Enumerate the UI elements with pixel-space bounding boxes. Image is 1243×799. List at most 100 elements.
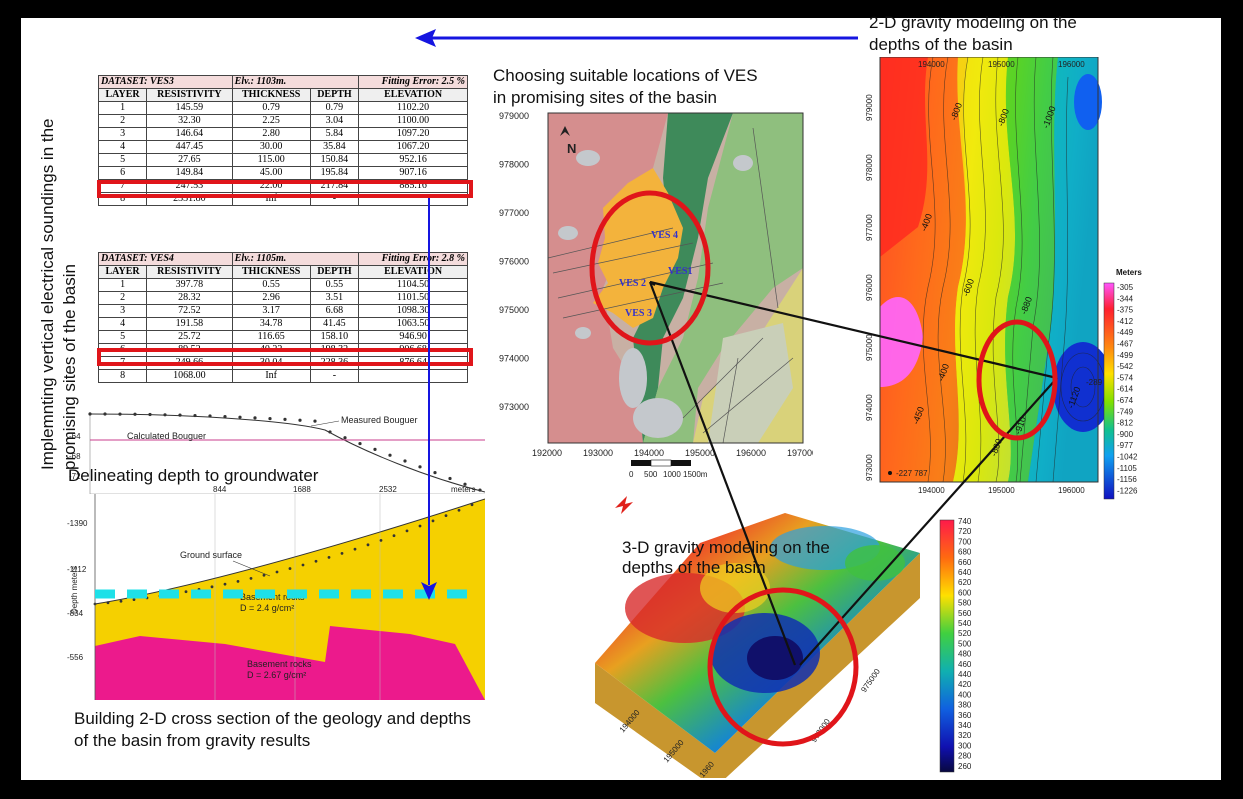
table-cell: 8 bbox=[97, 369, 148, 383]
station-point bbox=[431, 519, 435, 523]
legend-value: 740 bbox=[958, 517, 972, 526]
x-tick: 197000 bbox=[787, 448, 813, 458]
column-header: ELEVATION bbox=[358, 265, 468, 279]
legend-value: 620 bbox=[958, 578, 972, 587]
legend-value: 700 bbox=[958, 537, 972, 546]
measurement-point bbox=[343, 436, 347, 440]
ves4-highlight bbox=[97, 348, 473, 366]
column-header: DEPTH bbox=[309, 88, 360, 102]
measurement-point bbox=[313, 419, 317, 423]
table-cell: 2 bbox=[97, 291, 148, 305]
table-cell: 952.16 bbox=[358, 153, 468, 167]
legend-value: 580 bbox=[958, 599, 972, 608]
y-tick: 975000 bbox=[865, 334, 874, 361]
y-tick: 974000 bbox=[499, 354, 529, 364]
column-header: RESISTIVITY bbox=[146, 265, 233, 279]
legend-value: -574 bbox=[1117, 373, 1134, 382]
station-label: -227 787 bbox=[896, 469, 928, 478]
measured-bouguer-label: Measured Bouguer bbox=[341, 415, 418, 425]
legend-value: -812 bbox=[1117, 419, 1134, 428]
legend-value: -344 bbox=[1117, 294, 1134, 303]
basement-label: Basement rocks bbox=[247, 659, 312, 669]
y-tick: -1390 bbox=[67, 519, 88, 528]
legend-title: Meters bbox=[1116, 268, 1142, 277]
station-point bbox=[184, 590, 188, 594]
legend-value: 260 bbox=[958, 762, 972, 771]
north-label: N bbox=[567, 141, 576, 156]
basement-density-label: D = 2.67 g/cm² bbox=[247, 670, 306, 680]
depth-axis-label: Depth meters bbox=[70, 566, 79, 614]
measurement-point bbox=[373, 447, 377, 451]
station-point bbox=[418, 524, 422, 528]
legend-value: -1156 bbox=[1117, 475, 1137, 484]
axis-label: 975000 bbox=[859, 667, 882, 694]
table-cell: 2.96 bbox=[231, 291, 311, 305]
legend-value: -1226 bbox=[1117, 486, 1138, 495]
x-tick: 844 bbox=[213, 485, 227, 494]
legend-value: -614 bbox=[1117, 385, 1134, 394]
table-cell: 150.84 bbox=[309, 153, 360, 167]
legend-value: 600 bbox=[958, 588, 972, 597]
table-row: 2 28.32 2.96 3.51 1101.50 bbox=[97, 291, 468, 305]
legend-value: 320 bbox=[958, 731, 972, 740]
y-tick: 974000 bbox=[865, 394, 874, 421]
caption-ves-line2: in promising sites of the basin bbox=[493, 88, 717, 107]
column-header: LAYER bbox=[97, 88, 148, 102]
bouguer-profile: Calculated Bouguer Measured Bouguer -64 … bbox=[65, 412, 485, 494]
y-tick: 976000 bbox=[865, 274, 874, 301]
legend-value: -449 bbox=[1117, 328, 1134, 337]
table-row: 4 191.58 34.78 41.45 1063.50 bbox=[97, 317, 468, 331]
legend-value: 640 bbox=[958, 568, 972, 577]
ves1-label: VES1 bbox=[668, 266, 692, 277]
table-cell: 1104.50 bbox=[358, 278, 468, 292]
table-cell: 25.72 bbox=[146, 330, 233, 344]
ves3-table: DATASET: VES3 Elv.: 1103m. Fitting Error… bbox=[97, 75, 468, 206]
station-point bbox=[262, 573, 266, 577]
table-cell: 397.78 bbox=[146, 278, 233, 292]
x-tick: 196000 bbox=[736, 448, 766, 458]
table-cell: 1067.20 bbox=[358, 140, 468, 154]
caption-cross-line1: Building 2-D cross section of the geolog… bbox=[74, 709, 471, 728]
station-point bbox=[470, 503, 474, 507]
geology-map: 979000 978000 977000 976000 975000 974000 9730… bbox=[493, 88, 813, 488]
station-point bbox=[301, 563, 305, 567]
x-tick: 2532 bbox=[379, 485, 397, 494]
legend-value: -749 bbox=[1117, 407, 1134, 416]
table-cell: 1101.50 bbox=[358, 291, 468, 305]
x-tick-top: 195000 bbox=[988, 60, 1015, 69]
x-tick: 192000 bbox=[532, 448, 562, 458]
table-cell: 116.65 bbox=[231, 330, 311, 344]
ground-surface-label: Ground surface bbox=[180, 550, 242, 560]
station-point bbox=[340, 551, 344, 555]
measurement-point bbox=[103, 412, 107, 416]
caption-gravity2d-line1: 2-D gravity modeling on the bbox=[869, 13, 1077, 32]
station-point bbox=[106, 601, 110, 605]
table-row: 1 145.59 0.79 0.79 1102.20 bbox=[97, 101, 468, 115]
scale-label: 1000 bbox=[663, 470, 681, 479]
measurement-point bbox=[253, 416, 257, 420]
table-cell: 1098.30 bbox=[358, 304, 468, 318]
table-cell: 158.10 bbox=[309, 330, 360, 344]
measurement-point bbox=[433, 471, 437, 475]
table-cell: 72.52 bbox=[146, 304, 233, 318]
table-cell: 5 bbox=[97, 153, 148, 167]
ves4-dataset: DATASET: VES4 bbox=[98, 252, 233, 266]
gravity-2d-map: 979000 978000 977000 976000 975000 974000 9730… bbox=[858, 57, 1156, 507]
legend-value: 340 bbox=[958, 721, 972, 730]
table-cell: 1068.00 bbox=[146, 369, 233, 383]
y-tick: 977000 bbox=[865, 214, 874, 241]
table-cell: 30.00 bbox=[231, 140, 311, 154]
y-tick: -72 bbox=[69, 472, 81, 481]
x-unit: meters bbox=[451, 485, 475, 494]
legend-value: 360 bbox=[958, 711, 972, 720]
legend-value: 400 bbox=[958, 690, 972, 699]
y-tick: 973000 bbox=[499, 402, 529, 412]
y-tick: 977000 bbox=[499, 208, 529, 218]
column-header: LAYER bbox=[97, 265, 148, 279]
legend-value: -1105 bbox=[1117, 464, 1137, 473]
table-cell: 32.30 bbox=[146, 114, 233, 128]
gravity-3d-model: 194000 195000 1960 973000 975000 7407207… bbox=[595, 496, 972, 778]
table-row: 2 32.30 2.25 3.04 1100.00 bbox=[97, 114, 468, 128]
station-point bbox=[119, 599, 123, 603]
